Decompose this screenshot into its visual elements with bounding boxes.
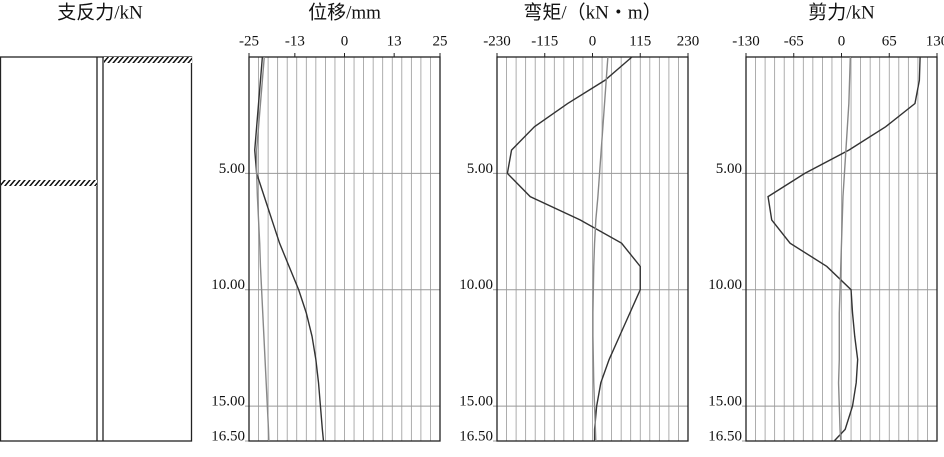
panel-title: 位移/mm [308, 1, 381, 23]
x-tick-label: 0 [341, 33, 349, 49]
panel-title: 弯矩/（kN・m） [523, 1, 661, 23]
profile-line [592, 56, 609, 442]
soil-frame [0, 56, 193, 442]
x-tick-label: 230 [677, 33, 700, 49]
y-tick-label: 15.00 [708, 394, 742, 410]
ground-hatch [104, 57, 192, 63]
y-tick-label: 5.00 [467, 161, 493, 177]
y-tick-label: 5.00 [716, 161, 742, 177]
plot-frame [745, 56, 938, 442]
y-tick-label: 10.00 [211, 277, 245, 293]
plot-frame [496, 56, 689, 442]
profile-line [837, 56, 852, 442]
plot-frame [248, 56, 441, 442]
y-tick-label: 16.50 [459, 428, 493, 444]
x-tick-label: 13 [387, 33, 402, 49]
x-tick-label: 115 [629, 33, 651, 49]
y-tick-label: 16.50 [708, 428, 742, 444]
profile-line [255, 56, 270, 442]
profile-line [506, 56, 641, 441]
y-tick-label: 15.00 [211, 394, 245, 410]
y-tick-label: 5.00 [219, 161, 245, 177]
y-tick-label: 15.00 [459, 394, 493, 410]
x-tick-label: -115 [531, 33, 558, 49]
x-tick-label: -25 [239, 33, 259, 49]
x-tick-label: -65 [784, 33, 804, 49]
x-tick-label: 0 [838, 33, 846, 49]
profile-panel: 剪力/kN -130 -65 0 65 130 5.00 10.00 15.00 16.50 [708, 1, 944, 444]
excavation-hatch [1, 180, 97, 186]
x-tick-label: 130 [926, 33, 944, 49]
support-panel: 支反力/kN [0, 1, 193, 442]
profile-line [254, 56, 325, 442]
profile-panel: 弯矩/（kN・m） -230 -115 0 115 230 5.00 10.00 15.00 16… [459, 1, 699, 444]
x-tick-label: -13 [285, 33, 305, 49]
profile-panel: 位移/mm -25 -13 0 13 25 5.00 10.00 15.00 16.50 [211, 1, 447, 444]
profile-line [767, 56, 921, 442]
x-tick-label: 0 [589, 33, 597, 49]
y-tick-label: 10.00 [708, 277, 742, 293]
panel-title: 剪力/kN [808, 1, 875, 23]
x-tick-label: 25 [433, 33, 448, 49]
y-tick-label: 10.00 [459, 277, 493, 293]
x-tick-label: 65 [882, 33, 897, 49]
panel-title: 支反力/kN [57, 1, 143, 23]
x-tick-label: -230 [483, 33, 511, 49]
x-tick-label: -130 [732, 33, 760, 49]
y-tick-label: 16.50 [211, 428, 245, 444]
